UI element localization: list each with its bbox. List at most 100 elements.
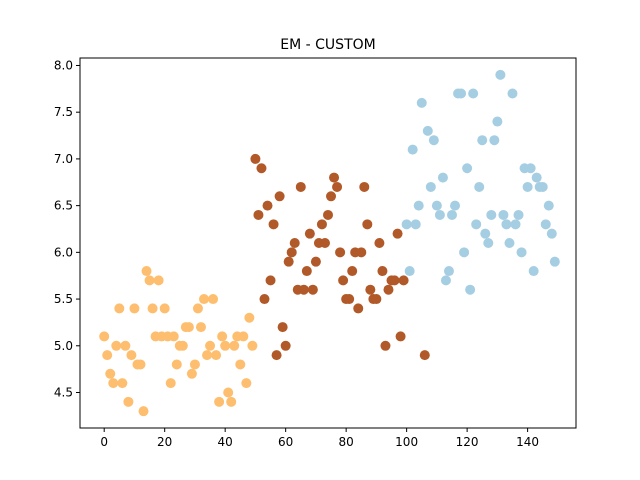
data-point [189,359,200,370]
data-point [447,209,457,220]
data-point [380,340,391,351]
y-tick-label: 8.0 [54,58,73,72]
data-point [395,331,406,342]
data-point [468,88,479,99]
data-point [362,219,373,230]
data-point [123,396,134,407]
data-point [456,88,467,99]
data-point [183,322,194,333]
data-point [428,135,439,146]
data-point [138,406,149,417]
data-point [271,350,282,361]
data-point [226,396,237,407]
data-point [168,331,179,342]
data-point [462,163,473,174]
data-point [304,228,315,239]
data-point [525,163,536,174]
data-point [135,359,146,370]
data-point [437,172,448,183]
data-point [471,219,482,230]
y-tick-label: 7.5 [54,105,73,119]
data-point [202,350,213,361]
data-point [141,266,152,277]
data-point [510,219,521,230]
y-tick-label: 6.0 [54,245,73,259]
data-point [359,181,370,192]
points-layer [99,69,560,417]
x-tick-label: 140 [516,435,539,449]
data-point [546,228,557,239]
data-point [353,303,364,314]
data-point [159,303,170,314]
x-tick-label: 40 [218,435,233,449]
data-point [492,116,503,127]
data-point [259,294,270,305]
data-point [214,396,225,407]
data-point [177,340,188,351]
data-point [365,284,376,295]
data-point [540,219,551,230]
data-point [274,191,285,202]
data-point [474,181,485,192]
data-point [495,69,506,80]
data-point [459,247,470,258]
data-point [416,97,427,108]
data-point [513,209,524,220]
data-point [126,350,137,361]
data-point [419,350,430,361]
data-point [301,266,312,277]
x-tick-label: 80 [339,435,354,449]
data-point [241,378,252,389]
x-tick-label: 20 [157,435,172,449]
data-point [238,331,249,342]
data-point [483,238,494,248]
data-point [410,219,421,230]
data-point [507,88,518,99]
data-point [114,303,125,314]
data-point [211,350,222,361]
data-point [401,219,412,230]
x-tick-label: 120 [456,435,479,449]
data-point [338,275,349,286]
data-point [153,275,164,286]
data-point [398,275,409,286]
data-point [377,266,388,277]
data-point [195,322,206,333]
data-point [310,256,321,267]
y-tick-label: 4.5 [54,385,73,399]
data-point [144,275,155,286]
data-point [277,322,288,333]
data-point [208,294,219,305]
data-point [250,153,261,164]
data-point [244,312,255,323]
data-point [443,266,454,277]
data-point [117,378,128,389]
y-axis: 4.5 5.0 5.5 6.0 6.5 7.0 7.5 8.0 [54,58,80,399]
data-point [223,387,234,398]
data-point [374,238,385,248]
data-point [323,209,333,220]
data-point [407,144,418,155]
data-point [199,294,209,305]
data-point [465,284,476,295]
data-point [347,266,358,277]
data-point [450,200,461,211]
x-axis: 0 20 40 60 80 100 120 140 [100,428,539,449]
data-point [265,275,276,286]
data-point [295,181,306,192]
x-tick-label: 0 [100,435,108,449]
data-point [413,200,424,211]
data-point [316,219,327,230]
data-point [256,163,267,174]
data-point [486,209,497,220]
data-point [129,303,140,314]
data-point [531,172,542,183]
data-point [329,172,340,183]
data-point [99,331,110,342]
data-point [120,340,131,351]
data-point [289,238,300,248]
data-point [229,340,240,351]
data-point [332,181,343,192]
data-point [356,247,367,258]
